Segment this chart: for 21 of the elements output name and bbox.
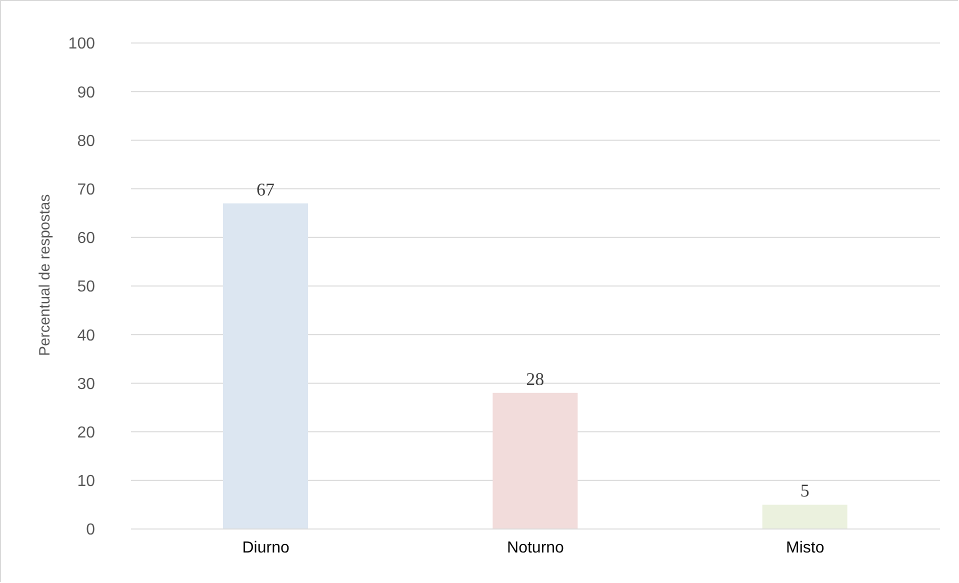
y-tick-label: 0: [86, 522, 96, 539]
y-tick-label: 80: [77, 132, 96, 150]
y-tick-label: 100: [68, 36, 96, 53]
data-label: 67: [256, 179, 274, 200]
bar: [492, 392, 578, 529]
x-tick-label: Diurno: [242, 539, 290, 556]
y-tick-label: 50: [77, 278, 96, 296]
y-tick-label: 30: [77, 376, 96, 393]
y-axis-title: Percentual de respostas: [36, 194, 54, 356]
y-tick-label: 60: [77, 230, 96, 248]
bar: [762, 504, 848, 529]
y-tick-label: 90: [77, 84, 96, 102]
x-tick-label: Misto: [786, 539, 824, 556]
y-tick-label: 10: [77, 473, 96, 490]
data-label: 28: [526, 368, 544, 389]
y-tick-label: 20: [77, 424, 96, 442]
x-tick-label: Noturno: [507, 539, 564, 556]
bar: [223, 203, 308, 529]
y-tick-label: 40: [77, 327, 96, 344]
y-tick-label: 70: [77, 181, 96, 198]
data-label: 5: [800, 480, 810, 501]
